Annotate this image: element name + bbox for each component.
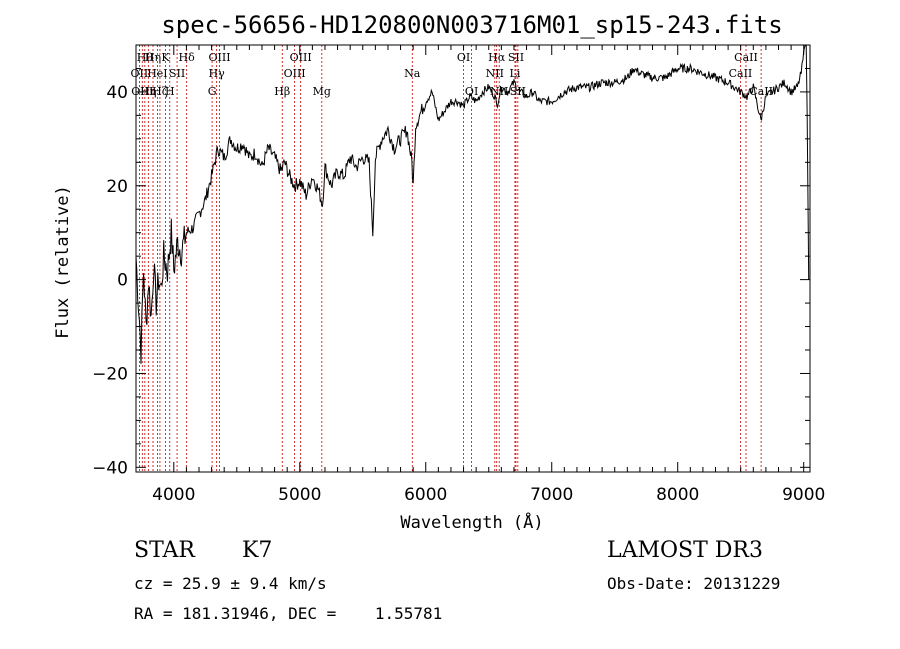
line-label-10: Hδ <box>179 51 196 64</box>
line-label-3: Hη <box>140 85 156 98</box>
y-tick-label: 0 <box>117 271 128 291</box>
y-tick-label: 20 <box>106 177 128 197</box>
line-label-21: NII <box>486 67 504 80</box>
line-label-7: K <box>161 51 170 64</box>
observation-date: Obs-Date: 20131229 <box>607 574 781 593</box>
x-tick-label: 8000 <box>656 485 699 505</box>
line-label-16: OIII <box>290 51 312 64</box>
line-label-6: Hζ <box>152 85 168 98</box>
y-axis-label: Flux (relative) <box>53 185 73 339</box>
line-label-13: OIII <box>208 51 230 64</box>
x-tick-label: 6000 <box>404 485 447 505</box>
line-label-28: CaII <box>734 51 758 64</box>
line-label-27: CaII <box>729 67 753 80</box>
line-label-14: Hβ <box>274 85 290 98</box>
line-label-8: H <box>165 85 175 98</box>
y-tick-label: −20 <box>92 364 128 384</box>
coordinates-readout: RA = 181.31946, DEC = 1.55781 <box>134 604 443 623</box>
chart-title: spec-56656-HD120800N003716M01_sp15-243.f… <box>161 11 782 39</box>
spectral-line-labels: OIIOIIIHθHηHηHeIHζKHSIIHδGHγOIIIHβOIIIOI… <box>131 51 773 98</box>
line-label-5: HeI <box>147 67 167 80</box>
spectral-subclass: K7 <box>242 538 273 563</box>
line-label-24: Li <box>510 67 521 80</box>
line-label-12: Hγ <box>209 67 226 80</box>
x-tick-label: 4000 <box>152 485 195 505</box>
y-tick-label: −40 <box>92 458 128 478</box>
x-tick-label: 5000 <box>278 485 321 505</box>
line-label-26: SII <box>510 85 526 98</box>
object-type: STAR <box>134 538 195 563</box>
spectral-line-markers <box>139 45 762 472</box>
y-axis-ticks: −40 −20 0 20 40 <box>92 67 810 478</box>
line-label-19: OI <box>457 51 470 64</box>
line-label-22: Hα <box>488 51 506 64</box>
line-label-15: OIII <box>284 67 306 80</box>
x-tick-label: 7000 <box>530 485 573 505</box>
line-label-0: OII <box>131 67 149 80</box>
line-label-25: SII <box>508 51 524 64</box>
line-label-18: Na <box>404 67 421 80</box>
plot-frame <box>135 44 811 473</box>
line-label-9: SII <box>169 67 185 80</box>
x-axis-label: Wavelength (Å) <box>400 511 543 533</box>
redshift-readout: cz = 25.9 ± 9.4 km/s <box>134 574 327 593</box>
spectrum-line <box>135 44 810 364</box>
line-label-17: Mg <box>313 85 331 98</box>
x-tick-label: 9000 <box>782 485 825 505</box>
line-label-20: OI <box>465 85 478 98</box>
line-label-4: Hη <box>145 51 161 64</box>
x-axis-ticks: 4000 5000 6000 7000 8000 9000 <box>152 45 825 505</box>
line-label-11: G <box>208 85 217 98</box>
line-label-2: Hθ <box>137 51 154 64</box>
y-tick-label: 40 <box>106 83 128 103</box>
survey-name: LAMOST DR3 <box>607 538 763 563</box>
